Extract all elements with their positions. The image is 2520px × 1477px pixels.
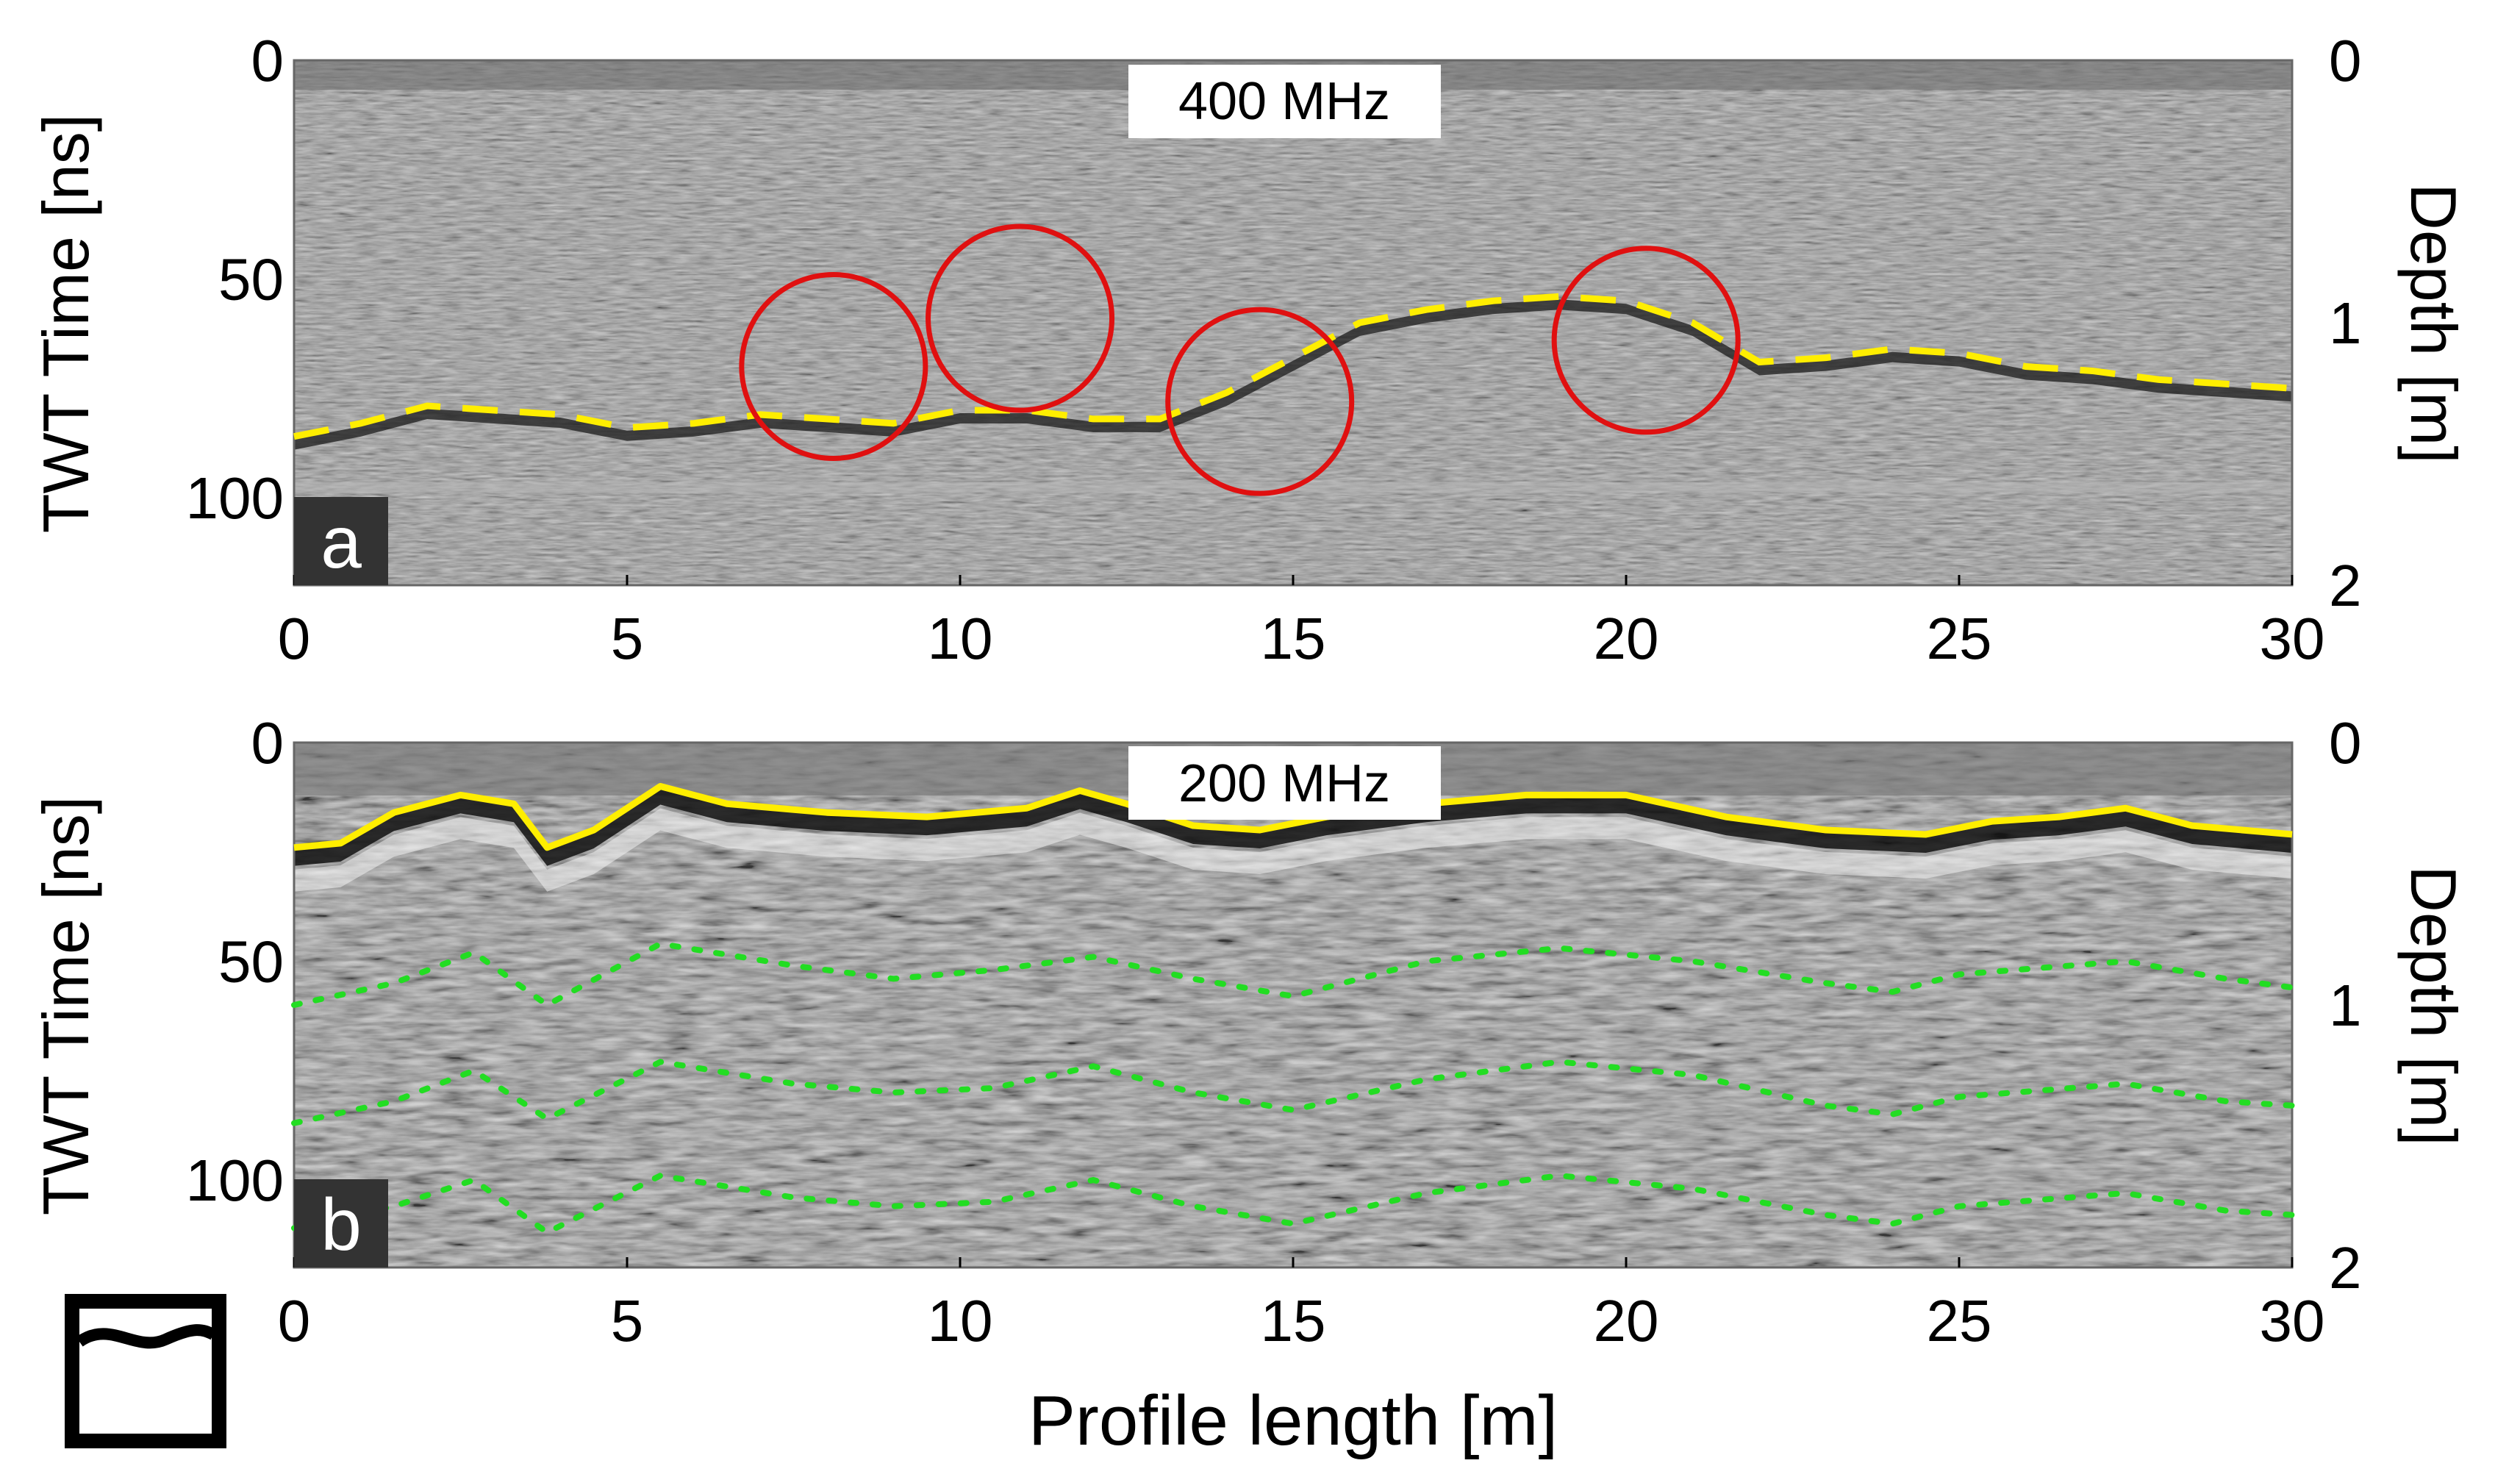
- frequency-label-b: 200 MHz: [1178, 754, 1390, 813]
- reflectors: [291, 940, 2295, 1237]
- x-axis-b: 0 5 10 15 20 25 30: [278, 1257, 2325, 1353]
- y-tick-label-time: 0: [251, 710, 284, 776]
- surface-profile-icon: [65, 1294, 226, 1448]
- x-tick-label: 30: [2260, 1288, 2325, 1353]
- x-tick-label: 0: [278, 606, 311, 671]
- panel-label-box-a: [294, 497, 388, 585]
- y-tick-label-depth: 0: [2329, 710, 2362, 776]
- hyperbola-marker-circle: [926, 223, 1115, 413]
- reflector-line: [291, 1059, 2295, 1126]
- frequency-label-box-b: [1128, 746, 1441, 820]
- x-tick-label: 30: [2260, 606, 2325, 671]
- frequency-label-a: 400 MHz: [1178, 72, 1390, 131]
- surface-reflection-white-b: [294, 808, 2292, 892]
- hyperbola-markers: [739, 223, 1741, 496]
- surface-reflection-band-b: [294, 789, 2292, 866]
- y-tick-label-depth: 2: [2329, 553, 2362, 618]
- y-axis-title-right-b: Depth [m]: [2397, 865, 2470, 1145]
- panel-label-b: b: [321, 1184, 362, 1266]
- x-tick-label: 15: [1261, 1288, 1326, 1353]
- y-tick-label-time: 100: [186, 1148, 284, 1213]
- y-tick-label-time: 0: [251, 28, 284, 93]
- hyperbola-marker-circle: [1165, 307, 1355, 496]
- y-tick-label-depth: 1: [2329, 973, 2362, 1038]
- panel-a: 0 5 10 15 20 25 30 0 50 100 0 1 2 400 MHz a: [186, 28, 2362, 671]
- y-axis-title-left-a: TWT Time [ns]: [29, 114, 102, 533]
- radargram-a: [294, 60, 2292, 585]
- y-tick-label-time: 100: [186, 465, 284, 531]
- x-tick-label: 5: [611, 1288, 644, 1353]
- hyperbola-marker-circle: [1551, 246, 1741, 435]
- x-tick-label: 15: [1261, 606, 1326, 671]
- x-tick-label: 5: [611, 606, 644, 671]
- reflector-line: [291, 1172, 2295, 1237]
- x-tick-label: 20: [1594, 1288, 1659, 1353]
- x-tick-label: 20: [1594, 606, 1659, 671]
- panel-label-box-b: [294, 1179, 388, 1267]
- x-axis-title: Profile length [m]: [1028, 1381, 1558, 1460]
- x-tick-label: 10: [928, 1288, 993, 1353]
- y-tick-label-time: 50: [218, 929, 284, 995]
- y-tick-label-depth: 1: [2329, 290, 2362, 356]
- x-tick-label: 10: [928, 606, 993, 671]
- y-tick-label-depth: 2: [2329, 1235, 2362, 1301]
- y-axis-left-a: 0 50 100: [186, 28, 284, 531]
- y-tick-label-depth: 0: [2329, 28, 2362, 93]
- reflector-line: [291, 940, 2295, 1009]
- panel-label-a: a: [321, 501, 362, 584]
- y-axis-title-right-a: Depth [m]: [2397, 183, 2470, 463]
- y-axis-title-left-b: TWT Time [ns]: [29, 796, 102, 1215]
- x-tick-label: 25: [1927, 1288, 1992, 1353]
- y-tick-label-time: 50: [218, 247, 284, 312]
- frequency-label-box-a: [1128, 65, 1441, 138]
- x-axis-a: 0 5 10 15 20 25 30: [278, 575, 2325, 671]
- y-axis-right-b: 0 1 2: [2329, 710, 2362, 1301]
- y-axis-right-a: 0 1 2: [2329, 28, 2362, 618]
- panel-b: 0 5 10 15 20 25 30 0 50 100 0 1 2 200 MHz b: [186, 710, 2362, 1353]
- x-tick-label: 25: [1927, 606, 1992, 671]
- x-tick-label: 0: [278, 1288, 311, 1353]
- y-axis-left-b: 0 50 100: [186, 710, 284, 1213]
- hyperbola-marker-circle: [739, 272, 928, 461]
